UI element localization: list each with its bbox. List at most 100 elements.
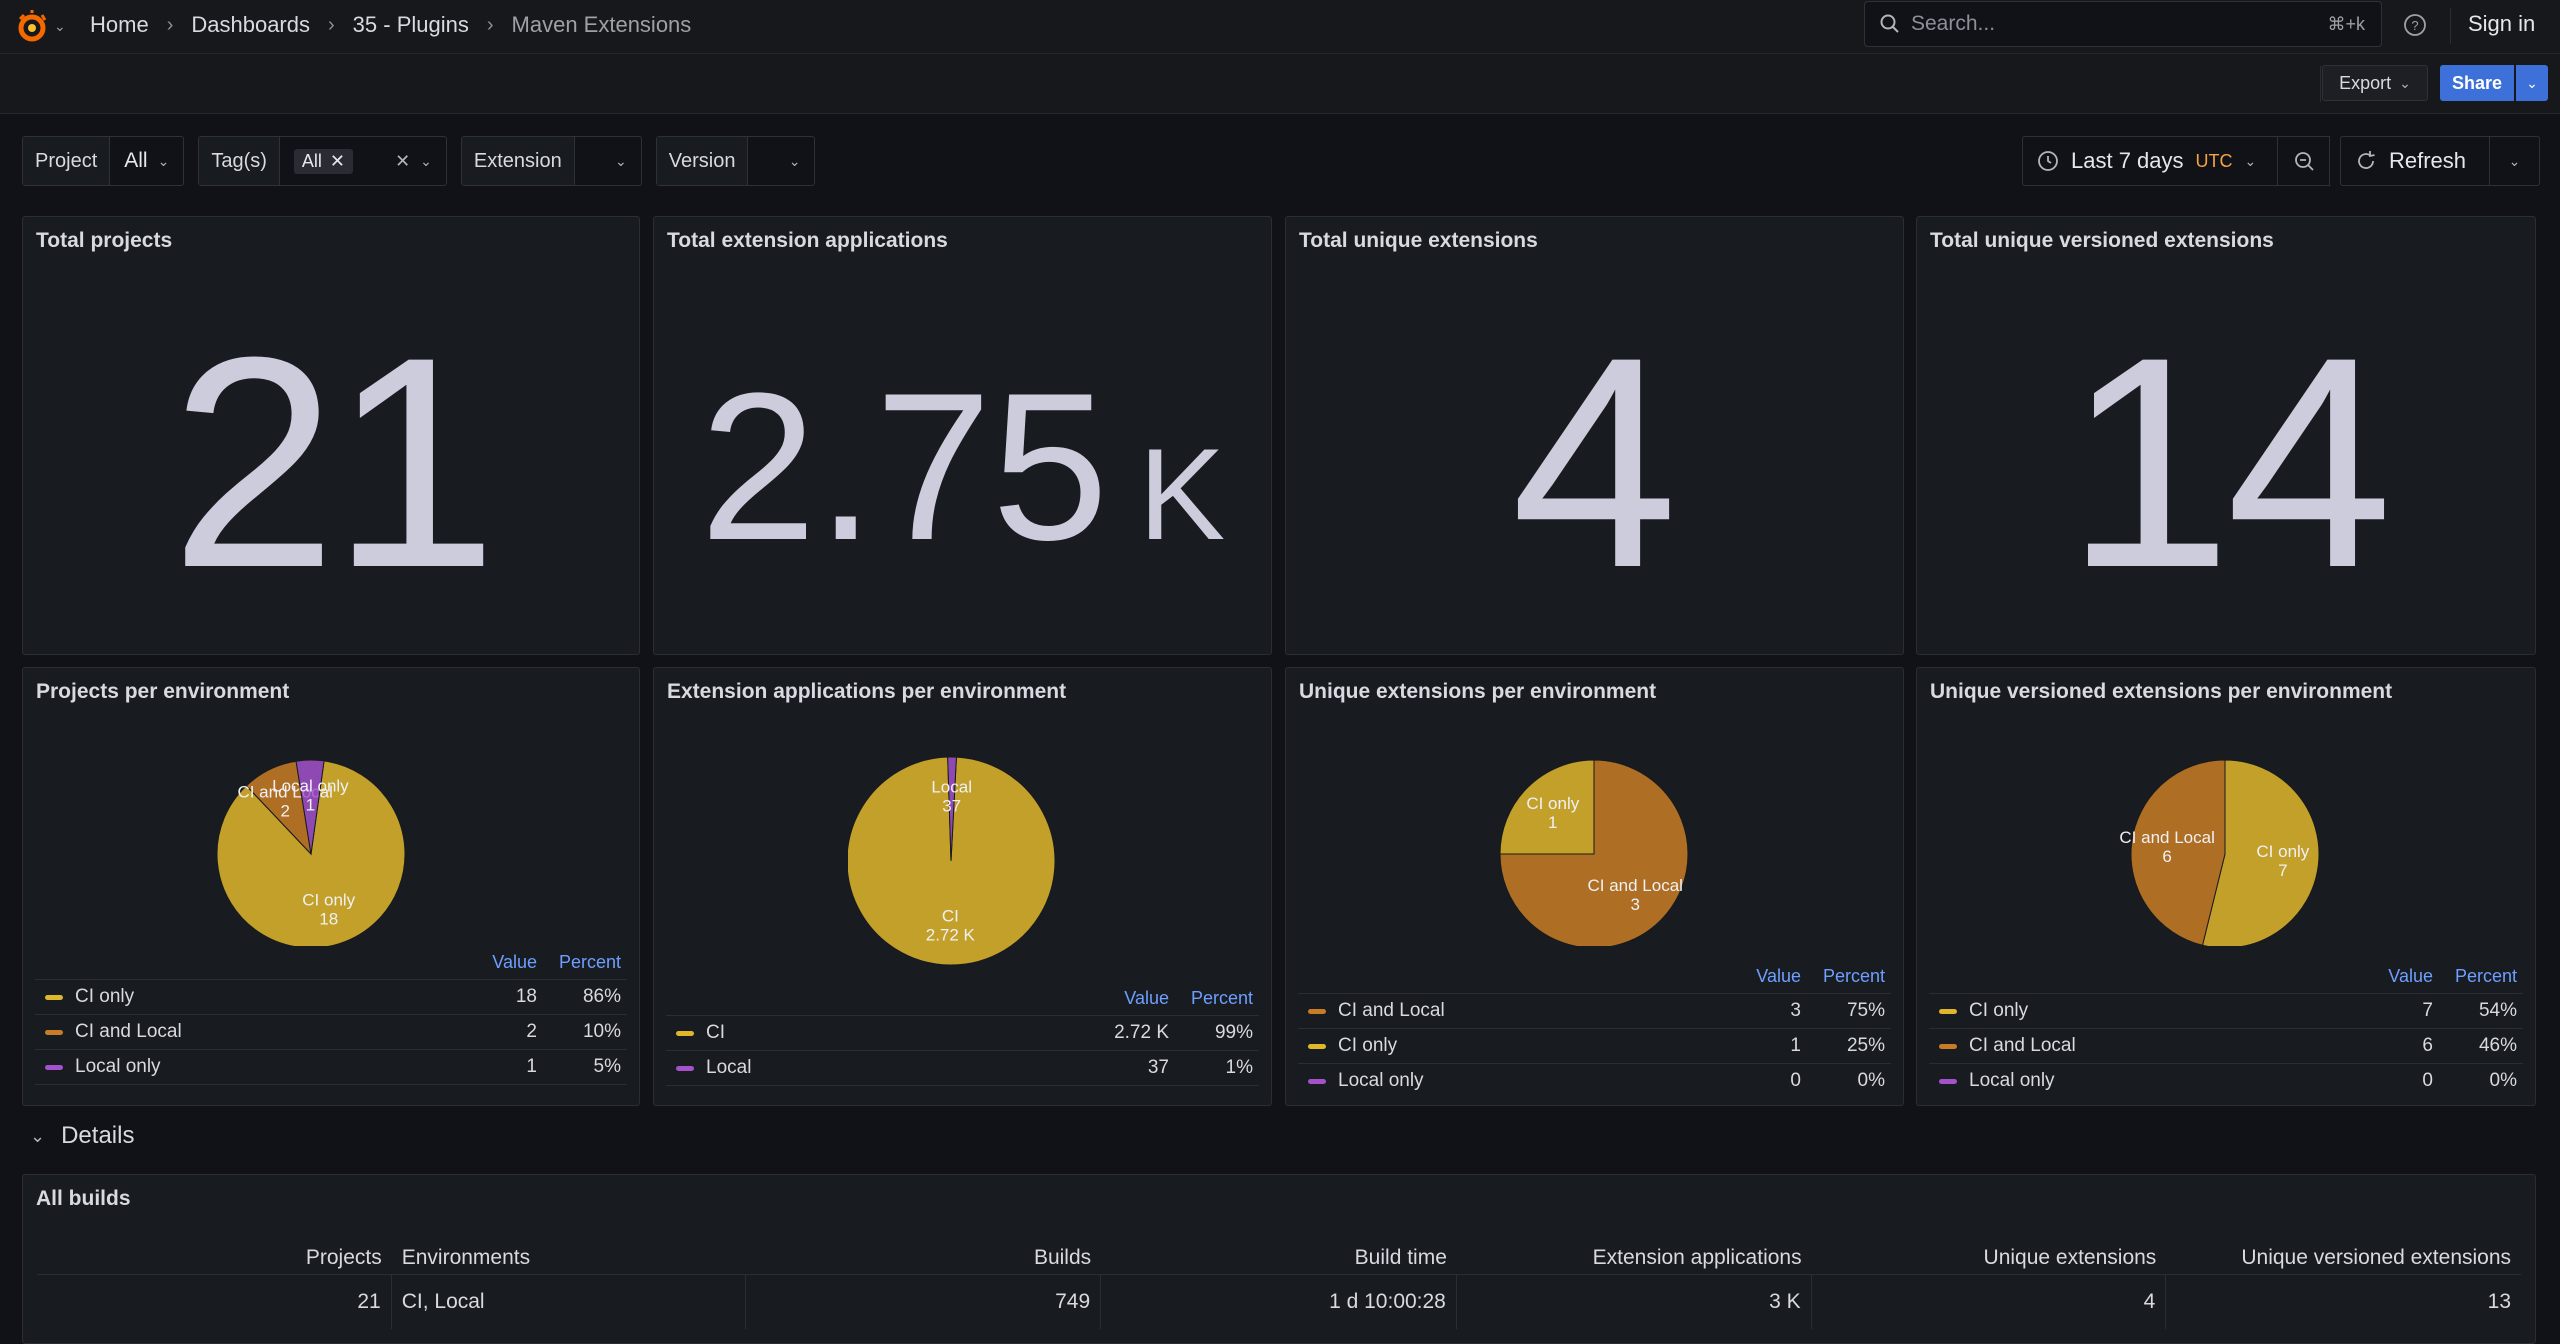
variable-bar: Project All ⌄ Tag(s) All ✕ ✕ ⌄ Extension … <box>22 136 816 186</box>
breadcrumb-home[interactable]: Home <box>90 12 149 37</box>
legend-percent-header[interactable]: Percent <box>558 952 621 972</box>
panel-title: Total unique versioned extensions <box>1930 229 2274 252</box>
pie-slice-ci-only[interactable] <box>1499 759 1595 855</box>
column-header[interactable]: Extension applications <box>1592 1245 1802 1269</box>
breadcrumb-dashboards[interactable]: Dashboards <box>191 12 310 37</box>
pie-slice-ci-and-local[interactable] <box>1499 759 1689 946</box>
legend-row[interactable]: CI and Local 6 46% <box>1929 1029 2523 1064</box>
stat-value: 2.75 K <box>654 362 1271 599</box>
variable-tags: Tag(s) All ✕ ✕ ⌄ <box>198 136 447 186</box>
legend-percent-header[interactable]: Percent <box>1190 988 1253 1008</box>
stat-panel-total-extension-applications[interactable]: Total extension applications 2.75 K <box>653 216 1272 655</box>
time-range-picker[interactable]: Last 7 days UTC ⌄ <box>2022 136 2278 186</box>
column-header[interactable]: Projects <box>305 1245 382 1269</box>
remove-tag-icon[interactable]: ✕ <box>329 150 346 171</box>
search-icon <box>1880 14 1899 33</box>
version-select[interactable]: ⌄ <box>748 137 814 185</box>
share-menu-chevron-icon[interactable]: ⌄ <box>2516 65 2548 101</box>
table-cell: 3 K <box>1457 1275 1812 1329</box>
tag-chip-label: All <box>301 150 322 171</box>
legend-value: 1 <box>1790 1035 1801 1056</box>
project-value: All <box>124 149 148 172</box>
pie-legend: Value Percent CI only 18 86% CI and Local 2 10%… <box>35 948 627 1085</box>
column-header[interactable]: Builds <box>1033 1245 1092 1269</box>
pie-panel-unique-versioned-extensions[interactable]: Unique versioned extensions per environm… <box>1916 667 2536 1106</box>
breadcrumb-folder[interactable]: 35 - Plugins <box>352 12 469 37</box>
legend-row[interactable]: CI and Local 2 10% <box>35 1015 627 1050</box>
svg-text:?: ? <box>2411 18 2418 33</box>
legend-swatch <box>45 1064 63 1070</box>
pie-slice-local[interactable] <box>947 756 957 862</box>
chevron-down-icon: ⌄ <box>2399 74 2411 91</box>
search-shortcut: ⌘+k <box>2327 13 2365 34</box>
legend-percent: 75% <box>1846 1000 1885 1021</box>
table-panel-all-builds[interactable]: All builds Projects Environments Builds … <box>22 1174 2536 1344</box>
column-header[interactable]: Environments <box>401 1245 531 1269</box>
legend-header: Value Percent <box>1929 962 2523 994</box>
legend-value-header[interactable]: Value <box>1124 988 1169 1008</box>
refresh-button[interactable]: Refresh <box>2340 136 2490 186</box>
help-icon[interactable]: ? <box>2402 12 2428 38</box>
legend-value: 2.72 K <box>1114 1022 1169 1043</box>
breadcrumb: Home › Dashboards › 35 - Plugins › Maven… <box>90 12 691 38</box>
refresh-icon <box>2358 151 2375 169</box>
column-header[interactable]: Unique versioned extensions <box>2241 1245 2512 1269</box>
legend-swatch <box>1939 1043 1957 1049</box>
legend-value-header[interactable]: Value <box>492 952 537 972</box>
stat-panel-total-unique-versioned-extensions[interactable]: Total unique versioned extensions 14 <box>1916 216 2536 655</box>
legend-row[interactable]: Local only 0 0% <box>1298 1064 1891 1097</box>
pie-slice-ci-and-local[interactable] <box>2130 759 2226 946</box>
legend-row[interactable]: Local 37 1% <box>666 1051 1259 1086</box>
chevron-down-icon: ⌄ <box>157 152 170 169</box>
legend-row[interactable]: CI only 7 54% <box>1929 994 2523 1029</box>
stat-unit: K <box>1138 421 1226 567</box>
pie-panel-projects[interactable]: Projects per environment CI only 18 CI and… <box>22 667 640 1106</box>
legend-row[interactable]: CI only 18 86% <box>35 980 627 1015</box>
stat-panel-total-unique-extensions[interactable]: Total unique extensions 4 <box>1285 216 1904 655</box>
export-button[interactable]: Export ⌄ <box>2322 65 2428 101</box>
export-label: Export <box>2339 72 2392 93</box>
legend-row[interactable]: Local only 0 0% <box>1929 1064 2523 1097</box>
pie-slice-local-only[interactable] <box>295 759 325 855</box>
pie-slice-ci-only[interactable] <box>2201 759 2320 946</box>
sign-in-link[interactable]: Sign in <box>2468 11 2536 36</box>
project-select[interactable]: All ⌄ <box>110 137 183 185</box>
column-header[interactable]: Unique extensions <box>1983 1245 2157 1269</box>
grafana-logo-icon[interactable] <box>14 9 50 45</box>
legend-percent: 46% <box>2478 1035 2517 1056</box>
stat-panel-total-projects[interactable]: Total projects 21 <box>22 216 640 655</box>
zoom-out-icon <box>2294 152 2314 171</box>
pie-slice-label: Local only 1 <box>272 777 349 815</box>
refresh-interval-chevron-icon[interactable]: ⌄ <box>2490 136 2540 186</box>
dashboard-toolbar: Export ⌄ Share ⌄ <box>0 54 2560 114</box>
extension-select[interactable]: ⌄ <box>575 137 641 185</box>
legend-row[interactable]: Local only 1 5% <box>35 1050 627 1085</box>
legend-row[interactable]: CI only 1 25% <box>1298 1029 1891 1064</box>
legend-percent-header[interactable]: Percent <box>2454 966 2517 986</box>
legend-label: CI only <box>1969 1000 2029 1021</box>
legend-header: Value Percent <box>1298 962 1891 994</box>
chevron-down-icon[interactable]: ⌄ <box>54 18 66 34</box>
zoom-out-button[interactable] <box>2278 136 2330 186</box>
share-button[interactable]: Share <box>2440 65 2514 101</box>
legend-percent-header[interactable]: Percent <box>1822 966 1885 986</box>
legend-value-header[interactable]: Value <box>2388 966 2433 986</box>
pie-slice-ci-only[interactable] <box>217 760 406 946</box>
pie-panel-extension-applications[interactable]: Extension applications per environment C… <box>653 667 1272 1106</box>
stat-value: 4 <box>1286 312 1903 612</box>
top-nav-bar: ⌄ Home › Dashboards › 35 - Plugins › Mav… <box>0 0 2560 54</box>
tags-select[interactable]: All ✕ ✕ ⌄ <box>280 137 446 185</box>
clear-icon[interactable]: ✕ <box>395 150 411 171</box>
details-row-toggle[interactable]: ⌄ Details <box>30 1122 134 1150</box>
legend-row[interactable]: CI 2.72 K 99% <box>666 1016 1259 1051</box>
legend-row[interactable]: CI and Local 3 75% <box>1298 994 1891 1029</box>
column-header[interactable]: Build time <box>1354 1245 1447 1269</box>
stat-value: 21 <box>23 312 639 612</box>
search-input[interactable]: Search... ⌘+k <box>1864 1 2382 47</box>
panel-title: Total extension applications <box>667 229 948 252</box>
pie-slice-label: CI only 18 <box>302 891 355 929</box>
legend-value-header[interactable]: Value <box>1756 966 1801 986</box>
table-cell: 1 d 10:00:28 <box>1101 1275 1457 1329</box>
legend-percent: 86% <box>582 986 621 1007</box>
pie-panel-unique-extensions[interactable]: Unique extensions per environment CI and… <box>1285 667 1904 1106</box>
